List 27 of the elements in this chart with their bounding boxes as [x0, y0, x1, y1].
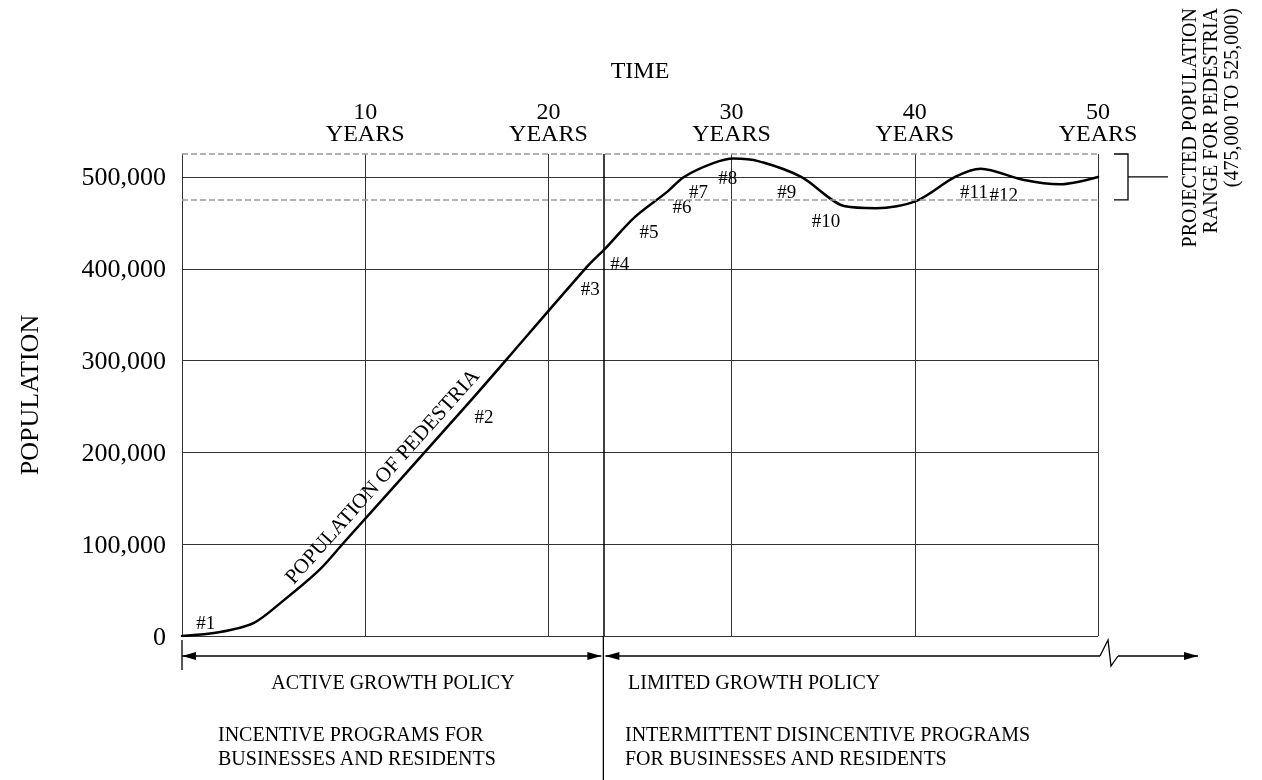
text: INTERMITTENT DISINCENTIVE PROGRAMS FOR BUSINESSES AND RESIDENTS [625, 723, 1031, 769]
y-tick-label: 200,000 [81, 437, 166, 467]
annotation: #11 [960, 180, 988, 202]
annotation: #1 [196, 612, 216, 633]
y-axis-title: POPULATION [14, 314, 44, 476]
annotation: #12 [989, 183, 1018, 205]
text: INCENTIVE PROGRAMS FOR BUSINESSES AND RESIDENTS [218, 723, 496, 769]
x-tick-label: 50 YEARS [1058, 98, 1138, 146]
y-tick-label: 100,000 [81, 529, 166, 559]
x-tick-label: 40 YEARS [875, 98, 955, 146]
annotation: #10 [811, 210, 841, 232]
y-tick-label: 0 [153, 621, 166, 651]
annotation: #5 [639, 221, 659, 243]
text: ACTIVE GROWTH POLICY [271, 671, 515, 693]
y-tick-label: 400,000 [81, 254, 166, 284]
text: LIMITED GROWTH POLICY [628, 671, 881, 693]
x-tick-label: 20 YEARS [509, 98, 588, 146]
annotation: #9 [777, 180, 797, 202]
annotation: #4 [610, 252, 630, 274]
y-tick-label: 500,000 [81, 162, 166, 192]
x-axis-title: TIME [610, 57, 670, 83]
x-tick-label: 10 YEARS [325, 98, 405, 146]
annotation: #3 [580, 277, 600, 299]
y-tick-label: 300,000 [81, 346, 166, 376]
line-series [180, 157, 1100, 638]
text: PROJECTED POPULATION RANGE FOR PEDESTRIA (475,000 TO 525,000) [1177, 7, 1243, 248]
x-tick-label: 30 YEARS [692, 98, 771, 146]
